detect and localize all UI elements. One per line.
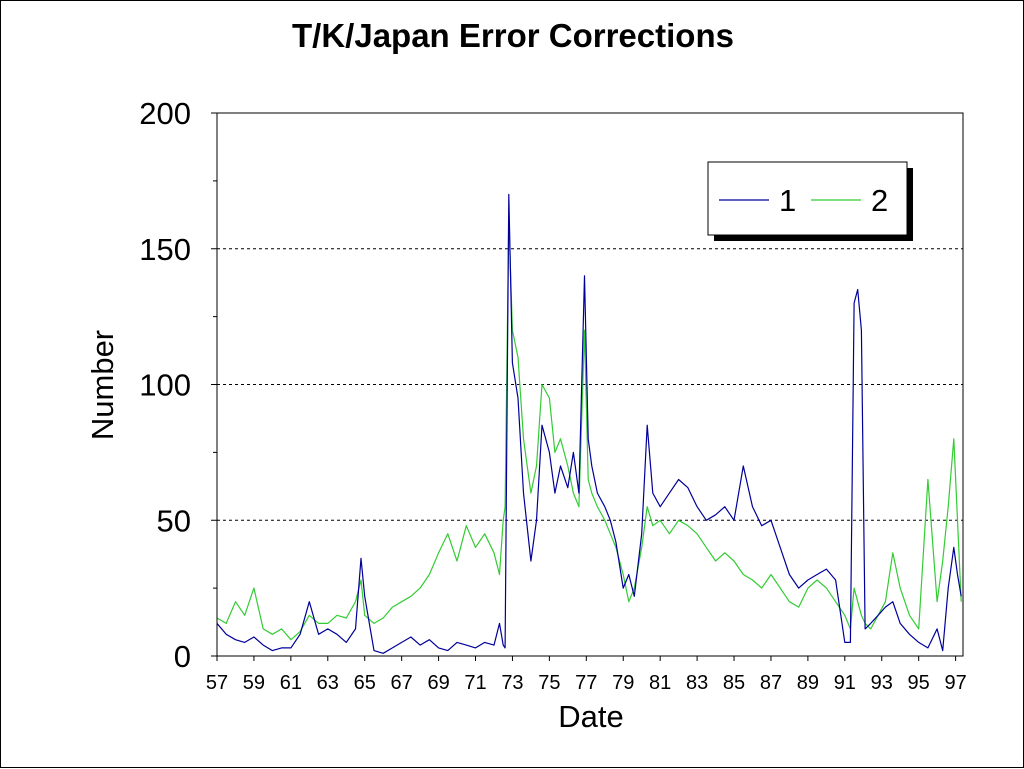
legend-label-1: 1	[779, 183, 796, 218]
x-tick-label: 73	[501, 672, 523, 694]
x-tick-label: 87	[760, 672, 782, 694]
x-tick-label: 93	[871, 672, 893, 694]
x-tick-label: 79	[612, 672, 634, 694]
series-line-2	[217, 215, 962, 641]
gridlines	[217, 248, 963, 521]
x-axis-ticks: 57 59 61 63 65 67 69 71 73 75 77 79 81 83 85 87 89 91 93 95…	[206, 656, 967, 694]
x-tick-label: 57	[206, 672, 228, 694]
x-tick-label: 65	[354, 672, 376, 694]
x-tick-label: 97	[944, 672, 966, 694]
x-tick-label: 77	[575, 672, 597, 694]
x-tick-label: 83	[686, 672, 708, 694]
y-tick-label: 0	[174, 639, 191, 674]
x-tick-label: 63	[317, 672, 339, 694]
x-tick-label: 81	[649, 672, 671, 694]
y-axis-ticks: 0 50 100 150 200	[139, 96, 217, 674]
x-tick-label: 95	[908, 672, 930, 694]
legend-box	[707, 161, 908, 236]
x-tick-label: 71	[464, 672, 486, 694]
y-tick-label: 50	[157, 503, 191, 538]
x-tick-label: 89	[797, 672, 819, 694]
x-tick-label: 69	[427, 672, 449, 694]
series-lines	[217, 193, 962, 654]
x-tick-label: 91	[834, 672, 856, 694]
x-tick-label: 75	[538, 672, 560, 694]
legend-label-2: 2	[871, 183, 888, 218]
y-tick-label: 100	[139, 368, 191, 403]
y-tick-label: 150	[139, 232, 191, 267]
y-tick-label: 200	[139, 96, 191, 131]
y-axis-title: Number	[85, 330, 120, 440]
x-tick-label: 61	[280, 672, 302, 694]
x-axis-title: Date	[558, 699, 623, 734]
x-tick-label: 85	[723, 672, 745, 694]
x-tick-label: 67	[391, 672, 413, 694]
x-tick-label: 59	[243, 672, 265, 694]
chart-title: T/K/Japan Error Corrections	[292, 17, 734, 54]
series-line-1	[217, 193, 962, 654]
